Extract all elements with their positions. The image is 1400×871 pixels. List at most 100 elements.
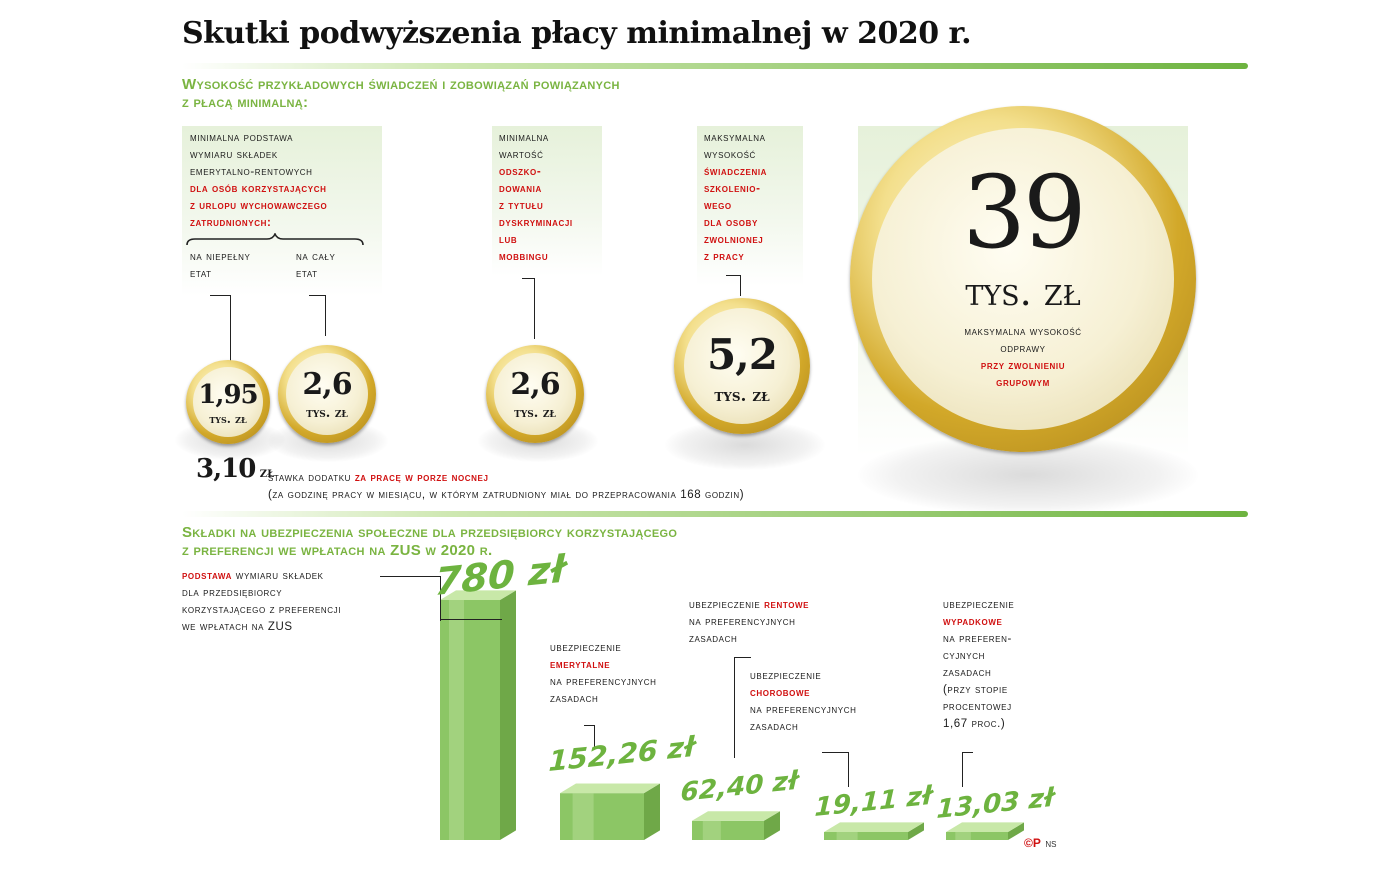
panel1-text: minimalna podstawa wymiaru składek emery…	[190, 130, 327, 232]
panel1-red-line: z urlopu wychowawczego	[190, 200, 328, 212]
panel1-red-line: dla osób korzystających	[190, 183, 327, 195]
connector-line	[962, 752, 973, 787]
connector-line	[440, 619, 502, 620]
panel3-red-line: dla osoby	[704, 217, 758, 229]
panel1-sub-right: na cały etat	[296, 249, 335, 283]
bar-wypadkowe	[946, 822, 1024, 840]
coin-caly-etat: 2,6 tys. zł	[278, 345, 376, 443]
wypadkowe-post: na preferen-	[943, 633, 1012, 645]
chorobowe-red: chorobowe	[750, 687, 811, 699]
panel3-line: wysokość	[704, 149, 756, 161]
emerytalne-red: emerytalne	[550, 659, 611, 671]
connector-line	[309, 295, 326, 336]
odprawa-red-line: grupowym	[996, 377, 1050, 389]
panel2-red-line: dyskryminacji	[499, 217, 573, 229]
connector-line	[734, 657, 751, 758]
emerytalne-pre: ubezpieczenie	[550, 642, 622, 654]
wypadkowe-red: wypadkowe	[943, 616, 1003, 628]
podstawa-red: podstawa	[182, 570, 232, 582]
sub-left-line: etat	[190, 268, 212, 280]
coin-value: 5,2	[706, 330, 778, 379]
panel2-red-line: z tytułu	[499, 200, 544, 212]
bar-chorobowe	[824, 822, 924, 840]
panel3-red-line: z pracy	[704, 251, 745, 263]
connector-line	[380, 576, 441, 621]
coin-odszkodowanie: 2,6 tys. zł	[486, 345, 584, 443]
bar-side	[644, 783, 660, 840]
chorobowe-post: na preferencyjnych	[750, 704, 857, 716]
bar-side	[500, 590, 516, 840]
panel3-red-line: wego	[704, 200, 732, 212]
panel2-line: wartość	[499, 149, 544, 161]
coin-niepelny-etat: 1,95 tys. zł	[186, 360, 270, 444]
connector-line	[822, 752, 849, 787]
page-title: Skutki podwyższenia płacy minimalnej w 2…	[182, 16, 972, 51]
chorobowe-post: zasadach	[750, 721, 799, 733]
section2-heading-line2: z preferencji we wpłatach na ZUS w 2020 …	[182, 542, 493, 559]
wypadkowe-post: (przy stopie	[943, 684, 1008, 696]
night-bonus-text: stawka dodatku za pracę w porze nocnej	[268, 470, 489, 487]
bar-rentowe	[692, 811, 780, 840]
bar-highlight	[836, 832, 858, 840]
bar-side	[764, 811, 780, 840]
panel2-red-line: mobbingu	[499, 251, 549, 263]
panel-skladki-urlop	[182, 126, 382, 296]
bar-front	[946, 832, 1008, 840]
label-rentowe: ubezpieczenie rentowe na preferencyjnych…	[689, 597, 809, 648]
odprawa-line: odprawy	[1000, 343, 1046, 355]
panel1-red-line: zatrudnionych:	[190, 217, 272, 229]
coin-odprawa: 39 tys. zł maksymalna wysokość odprawy p…	[850, 106, 1196, 452]
sub-right-line: etat	[296, 268, 318, 280]
bar-highlight	[955, 832, 971, 840]
odprawa-text: maksymalna wysokość odprawy przy zwolnie…	[850, 324, 1196, 392]
panel2-line: minimalna	[499, 132, 549, 144]
coin-value: 1,95	[198, 380, 258, 410]
night-bonus-unit: zł	[259, 465, 275, 481]
sub-left-line: na niepełny	[190, 251, 251, 263]
panel3-red-line: szkolenio-	[704, 183, 761, 195]
coin-unit: tys. zł	[965, 270, 1081, 314]
odprawa-red-line: przy zwolnieniu	[980, 360, 1066, 372]
credit-author: NS	[1045, 840, 1057, 849]
bar-podstawa	[440, 590, 516, 840]
rentowe-post: na preferencyjnych	[689, 616, 796, 628]
credit: ©P NS	[1024, 834, 1056, 852]
rentowe-pre: ubezpieczenie	[689, 599, 761, 611]
podstawa-line: korzystającego z preferencji	[182, 604, 342, 616]
coin-value: 39	[962, 154, 1086, 271]
label-wypadkowe: ubezpieczenie wypadkowe na preferen- cyj…	[943, 597, 1014, 733]
connector-line	[726, 275, 741, 296]
bar-highlight	[702, 820, 721, 840]
panel-odszkodowanie	[492, 126, 602, 276]
emerytalne-post: zasadach	[550, 693, 599, 705]
bar-top	[440, 590, 516, 600]
coin-unit: tys. zł	[714, 386, 770, 406]
panel1-line: emerytalno-rentowych	[190, 166, 313, 178]
emerytalne-post: na preferencyjnych	[550, 676, 657, 688]
wypadkowe-pre: ubezpieczenie	[943, 599, 1015, 611]
bar-top	[946, 822, 1024, 832]
panel1-line: wymiaru składek	[190, 149, 278, 161]
night-bonus-text-before: stawka dodatku	[268, 472, 352, 484]
label-chorobowe: ubezpieczenie chorobowe na preferencyjny…	[750, 668, 856, 736]
podstawa-line: we wpłatach na ZUS	[182, 621, 293, 633]
odprawa-line: maksymalna wysokość	[964, 326, 1082, 338]
bar-top	[692, 811, 780, 821]
bar-side	[908, 822, 924, 840]
coin-value: 2,6	[302, 367, 352, 402]
podstawa-line: wymiaru składek	[235, 570, 324, 582]
wypadkowe-post: zasadach	[943, 667, 992, 679]
bar-top	[560, 783, 660, 794]
bar-top	[824, 822, 924, 832]
wypadkowe-post: procentowej	[943, 701, 1012, 713]
panel3-text: maksymalna wysokość świadczenia szkoleni…	[704, 130, 767, 266]
wypadkowe-post: cyjnych	[943, 650, 985, 662]
section1-heading-line2: z płacą minimalną:	[182, 94, 309, 111]
wypadkowe-post: 1,67 proc.)	[943, 718, 1006, 730]
coin-unit: tys. zł	[514, 406, 556, 421]
podstawa-line: dla przedsiębiorcy	[182, 587, 283, 599]
bar-emerytalne	[560, 783, 660, 840]
rentowe-red: rentowe	[764, 599, 810, 611]
sub-right-line: na cały	[296, 251, 336, 263]
night-bonus-note: (za godzinę pracy w miesiącu, w którym z…	[268, 489, 745, 501]
